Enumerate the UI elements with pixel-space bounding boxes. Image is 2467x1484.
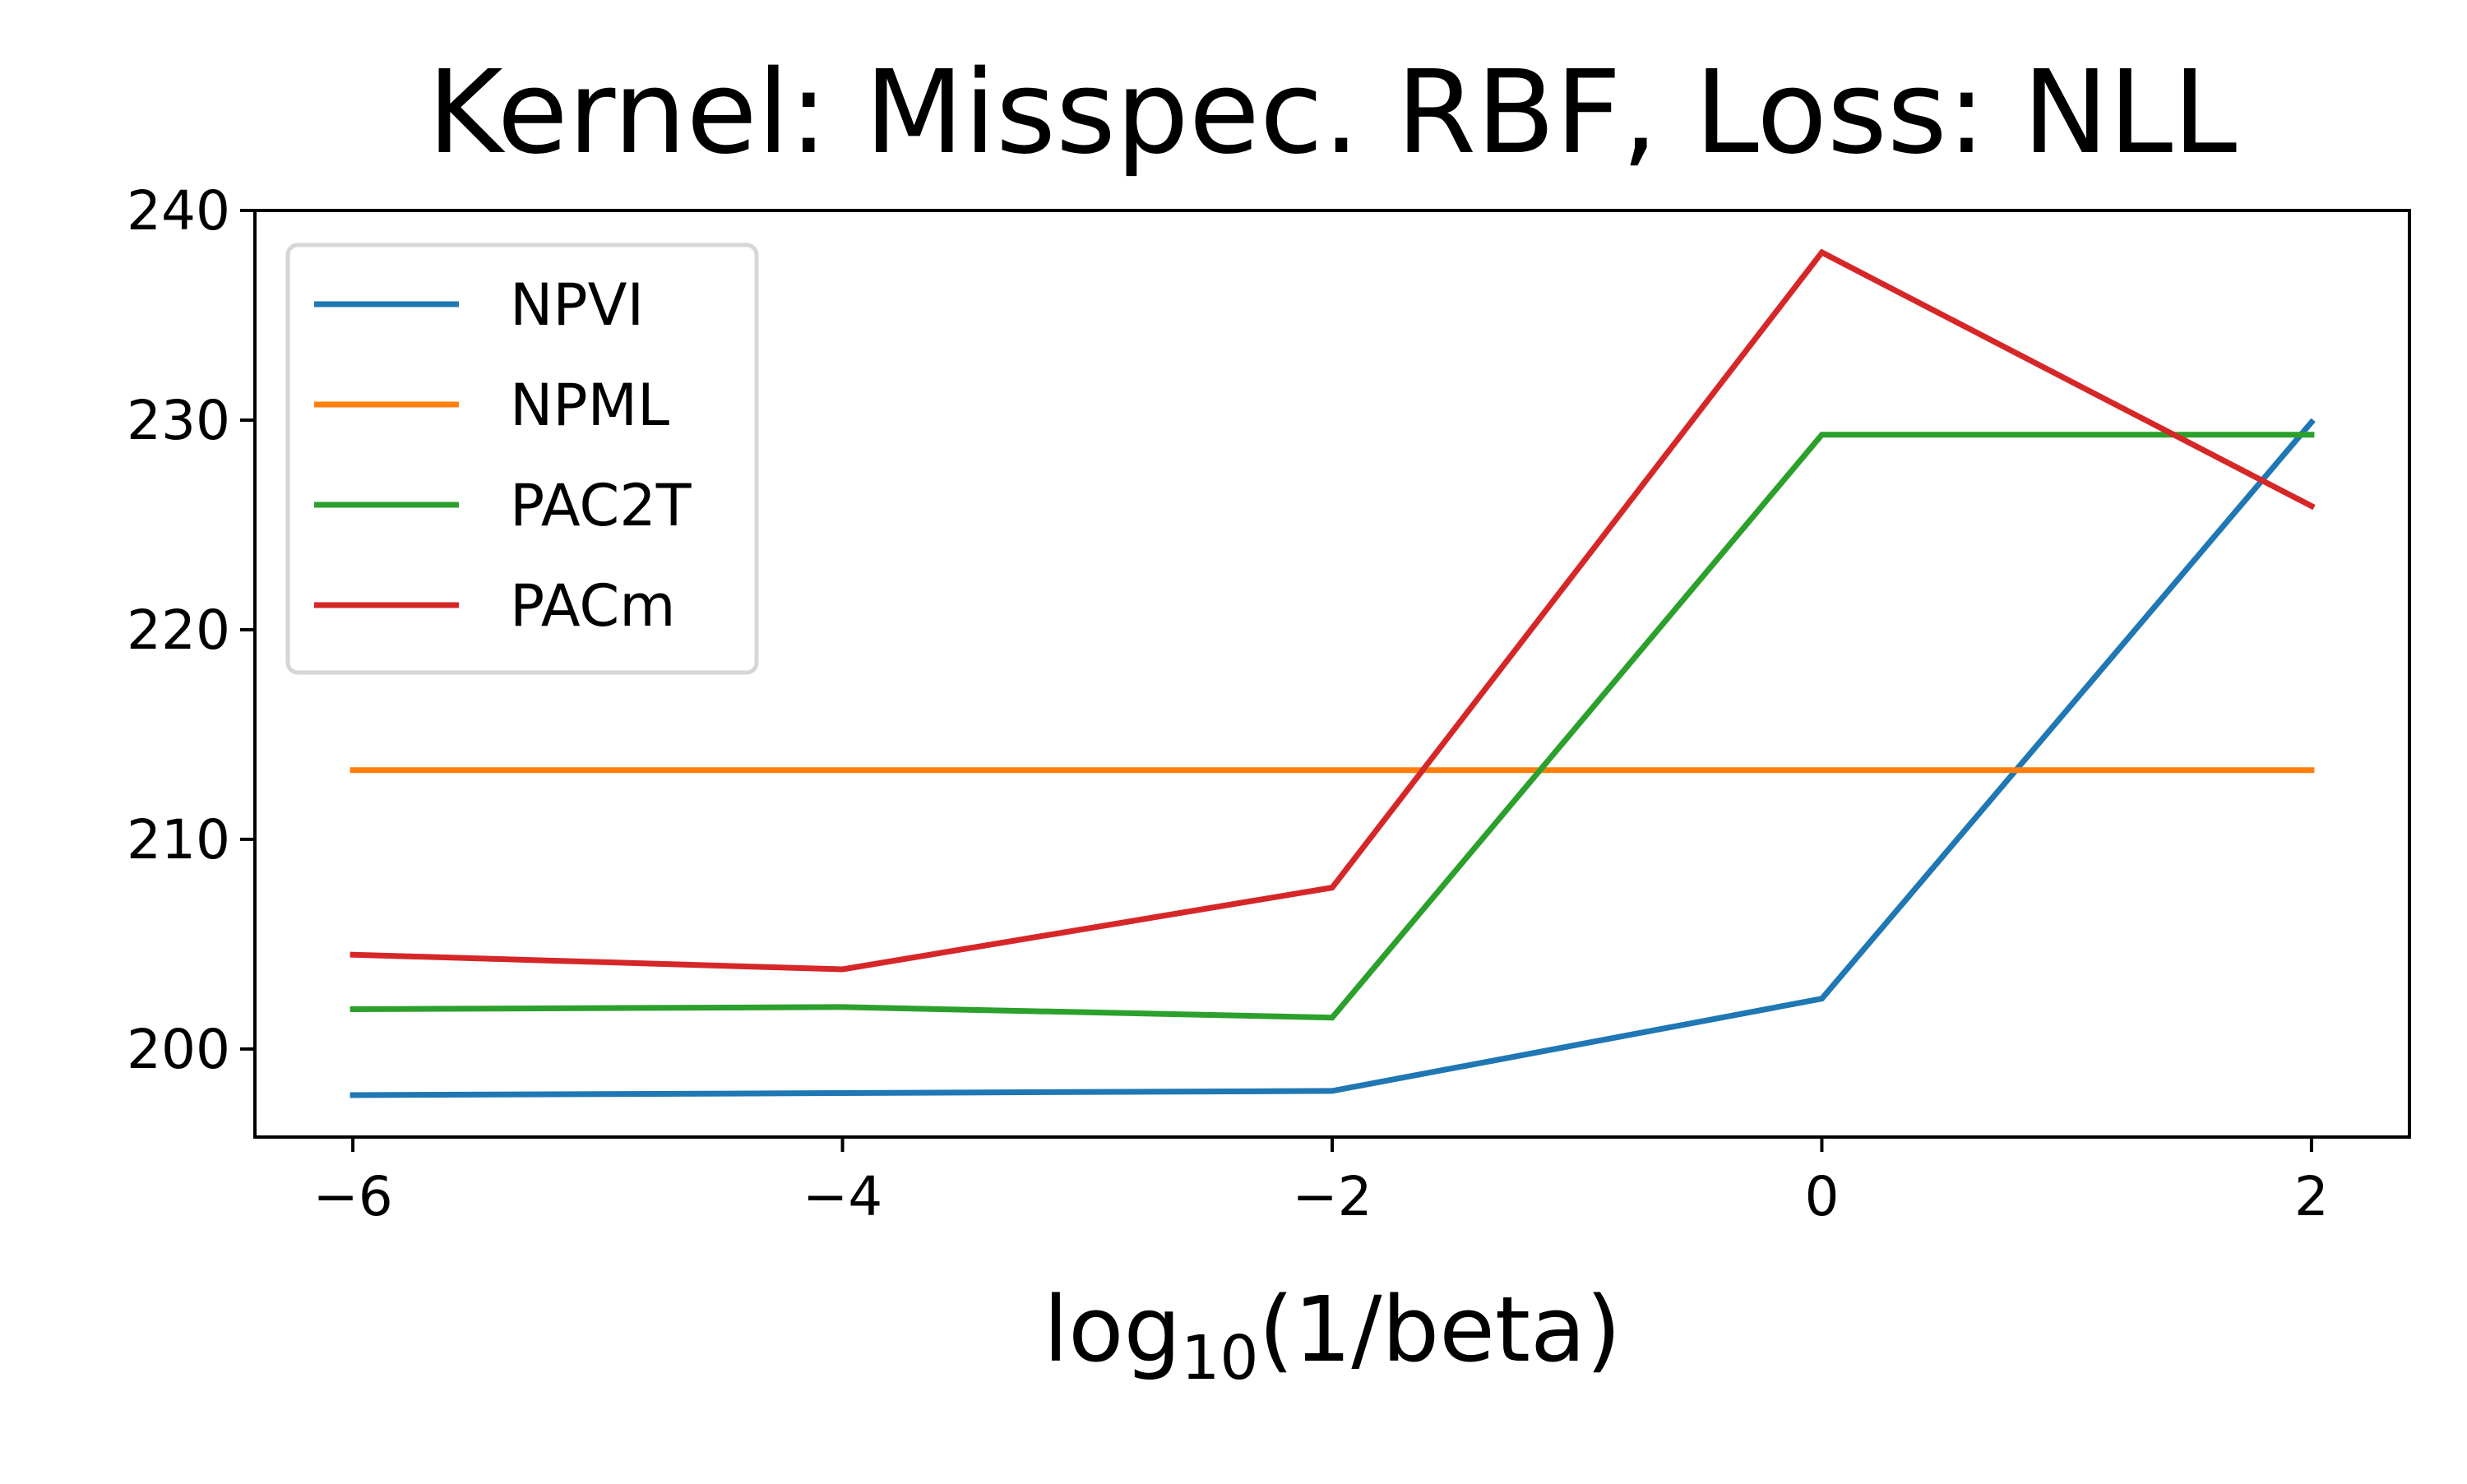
y-tick-label: 200 bbox=[127, 1018, 230, 1081]
y-tick-label: 210 bbox=[127, 808, 230, 871]
x-tick-label: 0 bbox=[1804, 1165, 1839, 1228]
y-tick-label: 230 bbox=[127, 389, 230, 452]
legend-label-pac2t: PAC2T bbox=[510, 472, 692, 539]
x-axis-label-suffix: (1/beta) bbox=[1258, 1277, 1621, 1382]
x-tick-label: −6 bbox=[312, 1165, 392, 1228]
x-tick-label: 2 bbox=[2294, 1165, 2329, 1228]
legend-box bbox=[285, 243, 759, 675]
legend-label-npml: NPML bbox=[510, 372, 669, 439]
plot-axes: −6 −4 −2 0 2 200 210 220 230 240 bbox=[127, 179, 2329, 1228]
chart-title: Kernel: Misspec. RBF, Loss: NLL bbox=[428, 46, 2237, 180]
series-line-npvi bbox=[349, 418, 2316, 1098]
series-lines bbox=[349, 248, 2316, 1098]
x-tick-label: −2 bbox=[1292, 1165, 1372, 1228]
x-tick-label: −4 bbox=[803, 1165, 882, 1228]
x-axis-label-prefix: log bbox=[1044, 1277, 1182, 1382]
series-line-pac2t bbox=[349, 432, 2315, 1021]
x-axis-label-subscript: 10 bbox=[1181, 1323, 1258, 1394]
x-axis-label: log10(1/beta) bbox=[1044, 1277, 1622, 1394]
legend: NPVI NPML PAC2T PACm bbox=[285, 243, 759, 675]
plot-frame bbox=[253, 209, 2411, 1139]
legend-label-npvi: NPVI bbox=[510, 271, 644, 339]
y-tick-label: 220 bbox=[127, 599, 230, 662]
y-tick-label: 240 bbox=[127, 179, 230, 243]
legend-label-pacm: PACm bbox=[510, 572, 675, 640]
series-line-pacm bbox=[349, 248, 2316, 973]
